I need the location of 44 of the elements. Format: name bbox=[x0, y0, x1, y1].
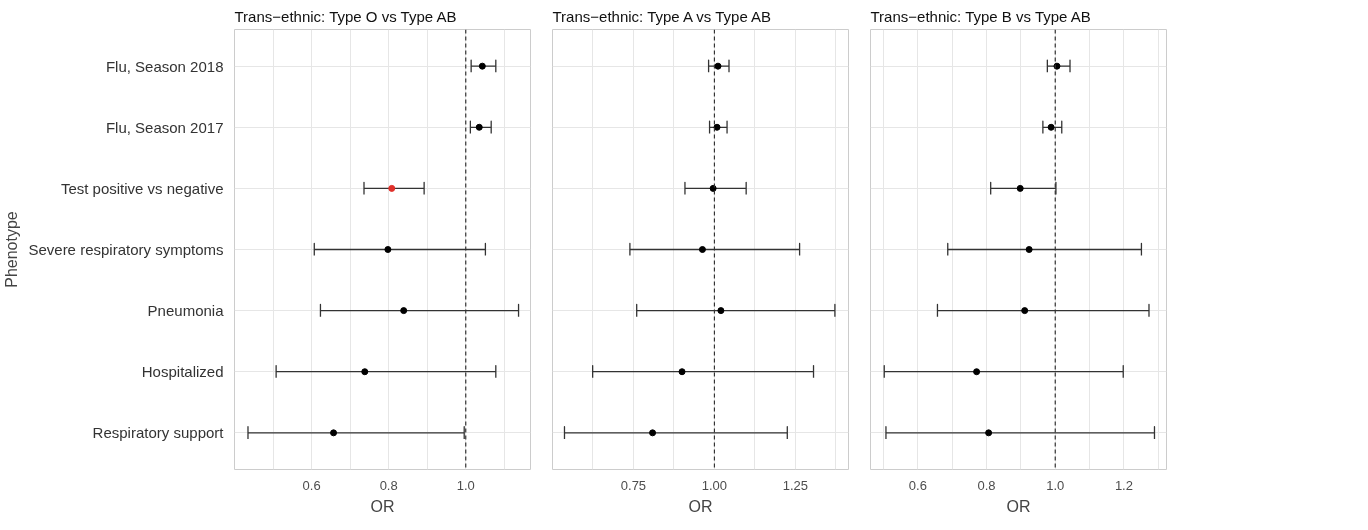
point bbox=[698, 246, 706, 253]
x-tick-label: 1.0 bbox=[1046, 477, 1065, 493]
y-tick-label: Hospitalized bbox=[141, 363, 224, 381]
point bbox=[361, 368, 369, 376]
chart-title: Trans−ethnic: Type B vs Type AB bbox=[870, 7, 1091, 25]
x-tick-label: 0.8 bbox=[379, 477, 398, 493]
point bbox=[709, 184, 717, 192]
chart-title: Trans−ethnic: Type A vs Type AB bbox=[552, 7, 772, 25]
x-tick-label: 1.25 bbox=[782, 477, 809, 493]
point bbox=[475, 123, 483, 131]
y-tick-label: Flu, Season 2018 bbox=[105, 57, 224, 75]
y-tick-label: Severe respiratory symptoms bbox=[28, 241, 224, 258]
point bbox=[384, 246, 392, 253]
point bbox=[388, 184, 396, 192]
x-axis-title: OR bbox=[1006, 497, 1031, 515]
point bbox=[714, 62, 722, 70]
y-tick-label: Respiratory support bbox=[92, 424, 225, 442]
y-tick-label: Flu, Season 2017 bbox=[105, 118, 224, 136]
y-tick-label: Pneumonia bbox=[147, 302, 225, 320]
x-axis-title: OR bbox=[688, 497, 713, 515]
x-tick-label: 0.6 bbox=[302, 477, 321, 493]
chart-title: Trans−ethnic: Type O vs Type AB bbox=[234, 7, 457, 25]
point bbox=[1016, 184, 1024, 192]
point bbox=[678, 368, 686, 376]
point bbox=[1025, 246, 1033, 253]
point bbox=[713, 123, 721, 131]
x-tick-label: 0.8 bbox=[977, 477, 996, 493]
point bbox=[1021, 307, 1029, 315]
x-tick-label: 1.00 bbox=[701, 477, 728, 493]
x-tick-label: 1.0 bbox=[456, 477, 475, 493]
point bbox=[400, 307, 408, 315]
point bbox=[985, 429, 993, 437]
x-axis-title: OR bbox=[370, 497, 395, 515]
y-tick-label: Test positive vs negative bbox=[60, 179, 224, 197]
point bbox=[649, 429, 657, 437]
x-tick-label: 0.6 bbox=[908, 477, 927, 493]
x-tick-label: 1.2 bbox=[1114, 477, 1133, 493]
x-tick-label: 0.75 bbox=[620, 477, 647, 493]
y-axis-title: Phenotype bbox=[3, 211, 21, 288]
point bbox=[717, 307, 725, 315]
point bbox=[1047, 123, 1055, 131]
point bbox=[478, 62, 486, 70]
point bbox=[973, 368, 981, 376]
point bbox=[330, 429, 338, 437]
